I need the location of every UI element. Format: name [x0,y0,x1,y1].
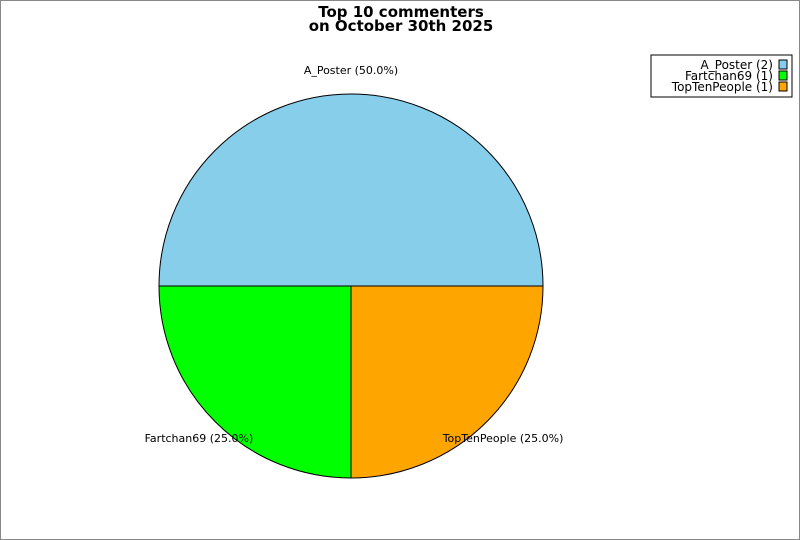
legend-swatch-toptenpeople [778,81,788,92]
slice-label-toptenpeople: TopTenPeople (25.0%) [442,432,564,445]
legend-box [650,54,793,98]
legend-label-toptenpeople: TopTenPeople (1) [671,80,773,94]
legend-swatch-a_poster [778,59,788,70]
legend-swatch-fartchan69 [778,70,788,81]
legend-label-fartchan69: Fartchan69 (1) [685,69,773,83]
slice-label-fartchan69: Fartchan69 (25.0%) [145,432,254,445]
legend-label-a_poster: A_Poster (2) [701,58,773,72]
chart-title-line1: Top 10 commenters [318,3,484,21]
pie-slice-toptenpeople [350,285,544,479]
pie-slice-a_poster [158,93,544,287]
chart-title-line2: on October 30th 2025 [309,17,494,35]
slice-label-a_poster: A_Poster (50.0%) [304,64,398,77]
pie-slice-fartchan69 [158,285,352,479]
